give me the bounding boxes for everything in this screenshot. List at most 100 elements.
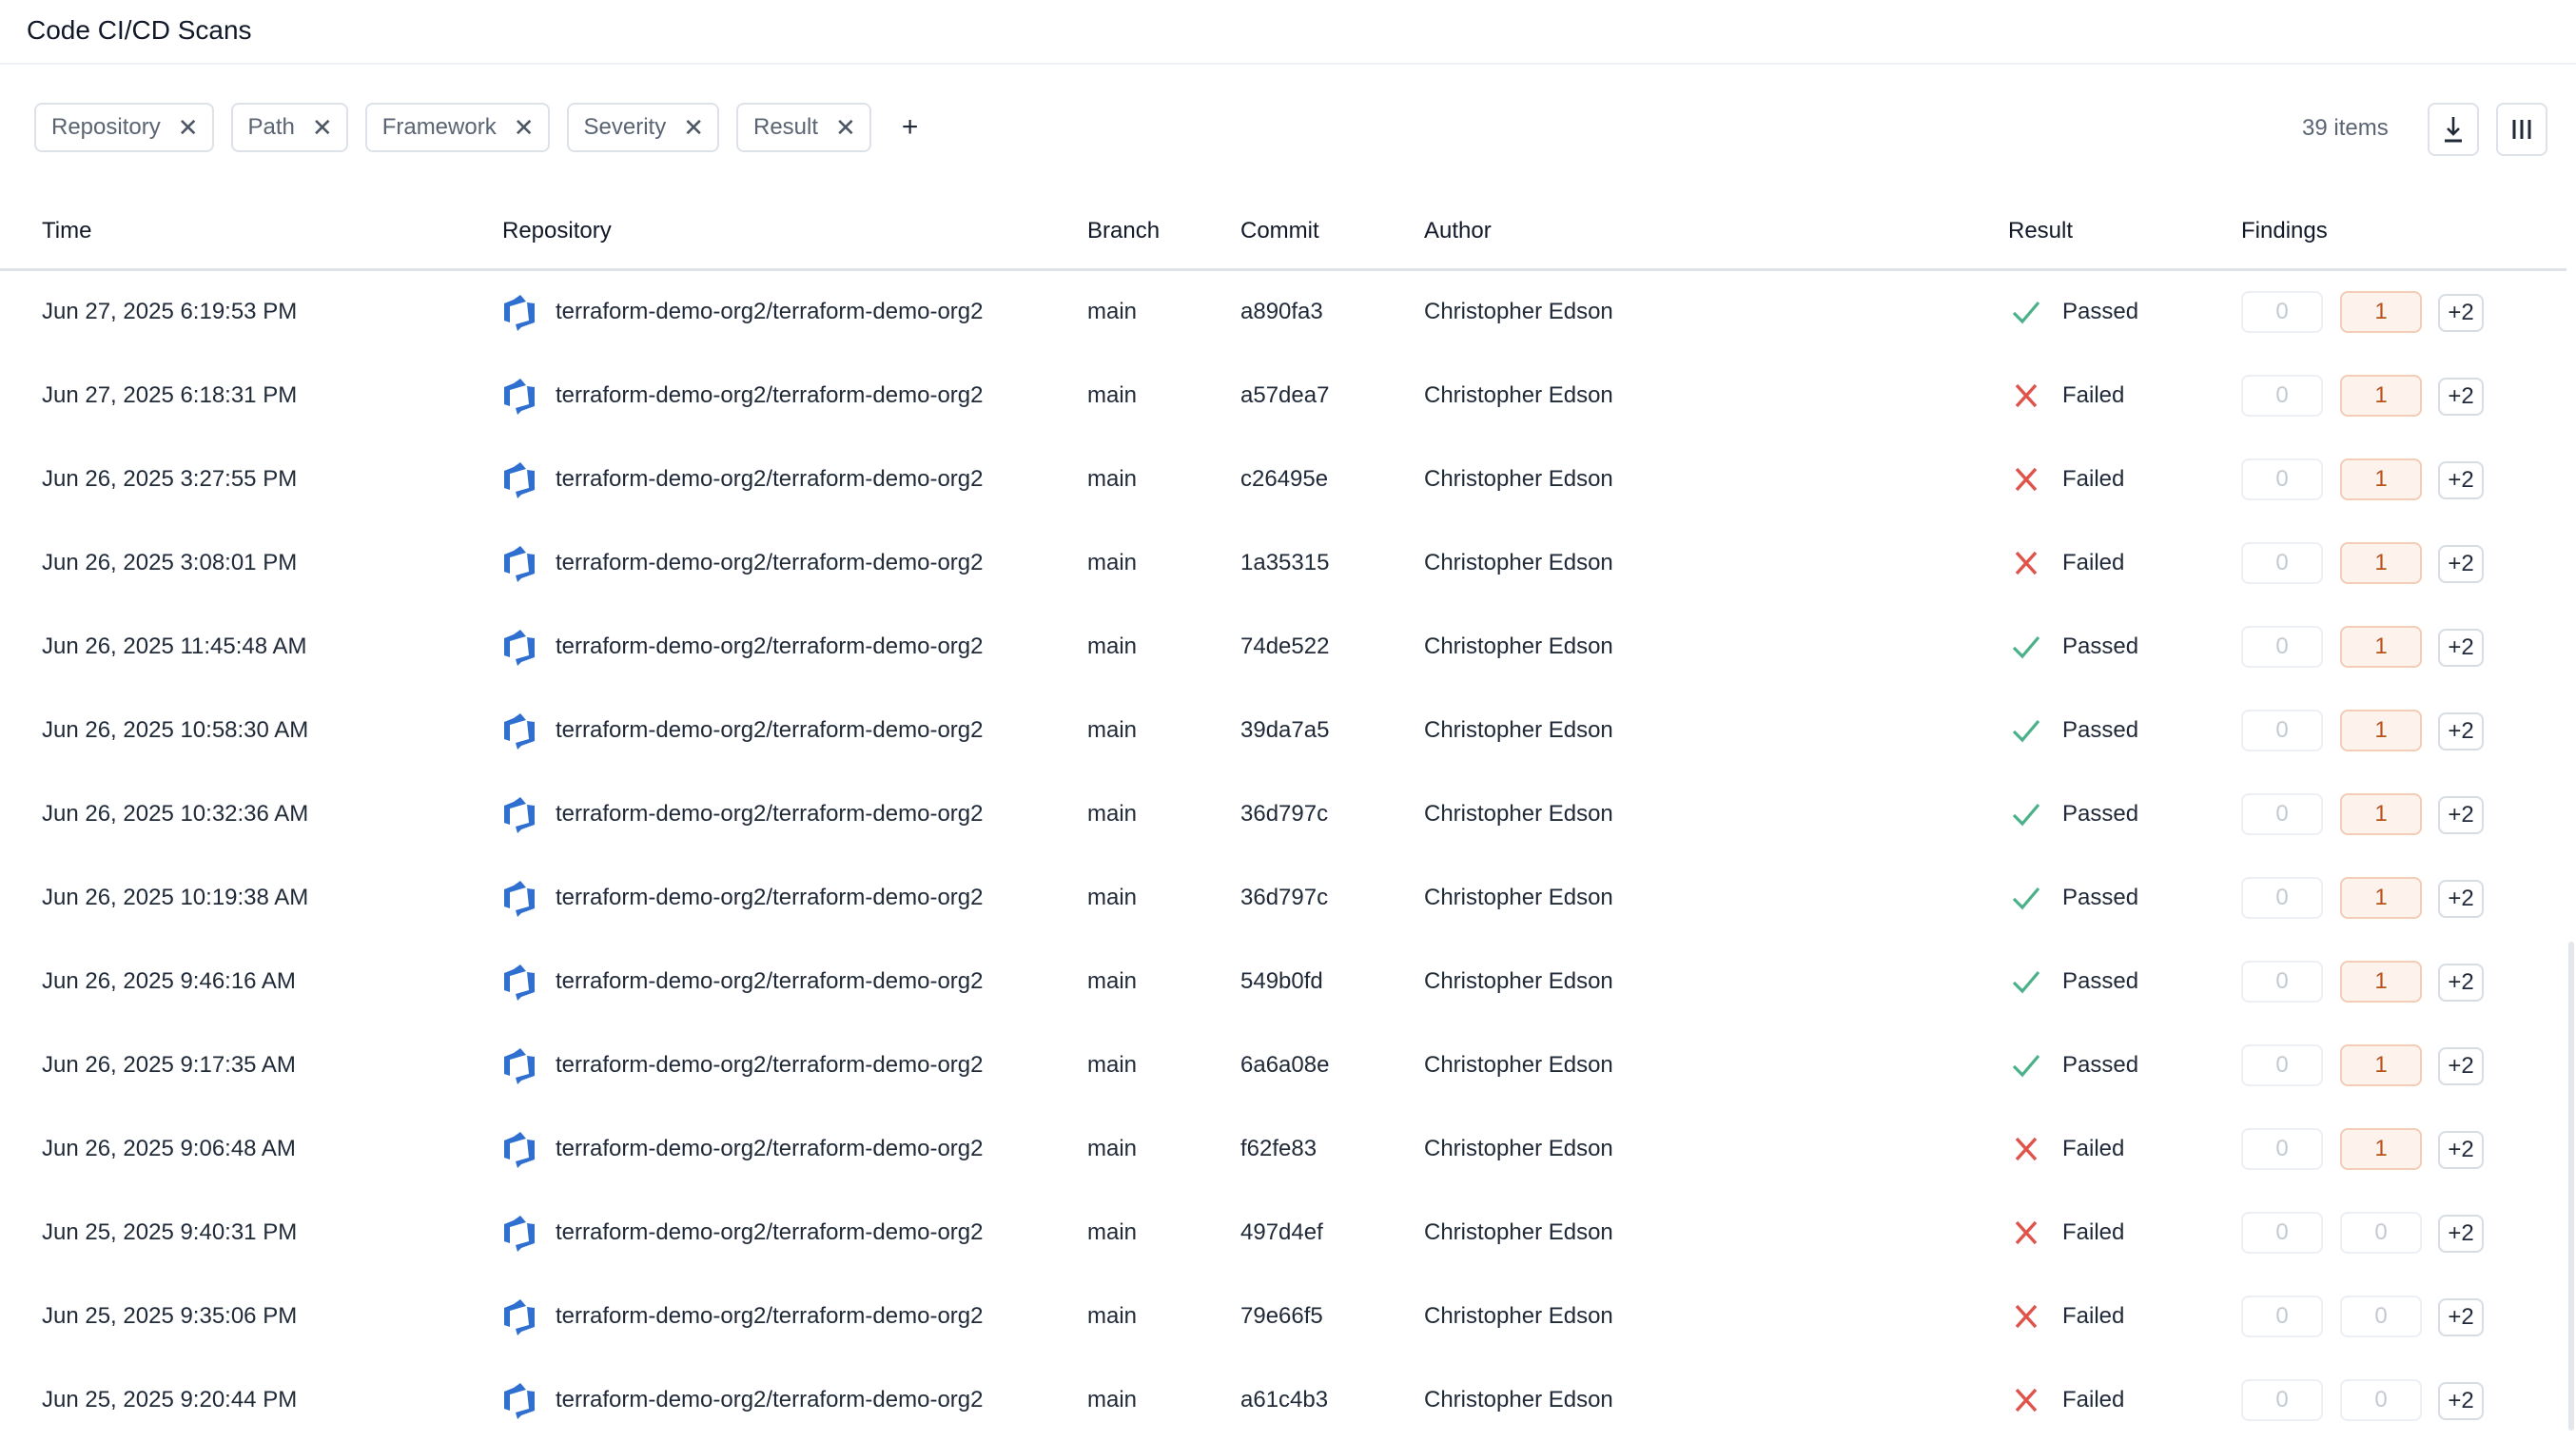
findings-more-badge[interactable]: +2: [2438, 461, 2484, 499]
findings-count-critical[interactable]: 0: [2241, 1296, 2323, 1337]
cell-commit[interactable]: 39da7a5: [1240, 717, 1330, 743]
findings-count-critical[interactable]: 0: [2241, 1044, 2323, 1086]
findings-count-critical[interactable]: 0: [2241, 375, 2323, 417]
table-row[interactable]: Jun 26, 2025 10:19:38 AM terraform-demo-…: [0, 856, 2559, 940]
cell-commit[interactable]: f62fe83: [1240, 1136, 1317, 1161]
close-icon[interactable]: ✕: [311, 113, 333, 142]
findings-count-high[interactable]: 1: [2340, 1044, 2422, 1086]
findings-count-critical[interactable]: 0: [2241, 458, 2323, 500]
findings-more-badge[interactable]: +2: [2438, 964, 2484, 1002]
cell-commit[interactable]: c26495e: [1240, 466, 1329, 492]
findings-more-badge[interactable]: +2: [2438, 294, 2484, 332]
findings-more-badge[interactable]: +2: [2438, 796, 2484, 834]
table-row[interactable]: Jun 26, 2025 9:46:16 AM terraform-demo-o…: [0, 940, 2559, 1023]
cell-repository[interactable]: terraform-demo-org2/terraform-demo-org2: [556, 1052, 984, 1078]
findings-more-badge[interactable]: +2: [2438, 712, 2484, 750]
findings-count-high[interactable]: 1: [2340, 1128, 2422, 1170]
cell-commit[interactable]: 79e66f5: [1240, 1303, 1323, 1329]
column-header-time[interactable]: Time: [42, 218, 92, 244]
table-row[interactable]: Jun 26, 2025 9:06:48 AM terraform-demo-o…: [0, 1107, 2559, 1191]
column-header-result[interactable]: Result: [2008, 218, 2074, 244]
cell-repository[interactable]: terraform-demo-org2/terraform-demo-org2: [556, 801, 984, 827]
filter-chip-framework[interactable]: Framework ✕: [364, 103, 550, 152]
table-row[interactable]: Jun 26, 2025 3:27:55 PM terraform-demo-o…: [0, 438, 2559, 521]
findings-count-high[interactable]: 1: [2340, 375, 2422, 417]
cell-repository[interactable]: terraform-demo-org2/terraform-demo-org2: [556, 299, 984, 324]
cell-repository[interactable]: terraform-demo-org2/terraform-demo-org2: [556, 717, 984, 743]
cell-commit[interactable]: 549b0fd: [1240, 968, 1323, 994]
findings-count-high[interactable]: 0: [2340, 1379, 2422, 1421]
findings-more-badge[interactable]: +2: [2438, 1131, 2484, 1169]
findings-more-badge[interactable]: +2: [2438, 378, 2484, 416]
findings-count-high[interactable]: 0: [2340, 1212, 2422, 1254]
table-row[interactable]: Jun 25, 2025 9:35:06 PM terraform-demo-o…: [0, 1275, 2559, 1358]
table-row[interactable]: Jun 26, 2025 9:17:35 AM terraform-demo-o…: [0, 1023, 2559, 1107]
cell-repository[interactable]: terraform-demo-org2/terraform-demo-org2: [556, 550, 984, 575]
table-row[interactable]: Jun 26, 2025 10:32:36 AM terraform-demo-…: [0, 772, 2559, 856]
cell-commit[interactable]: 74de522: [1240, 633, 1330, 659]
findings-count-critical[interactable]: 0: [2241, 1128, 2323, 1170]
findings-more-badge[interactable]: +2: [2438, 629, 2484, 667]
filter-chip-severity[interactable]: Severity ✕: [566, 103, 719, 152]
table-row[interactable]: Jun 25, 2025 9:40:31 PM terraform-demo-o…: [0, 1191, 2559, 1275]
cell-repository[interactable]: terraform-demo-org2/terraform-demo-org2: [556, 1219, 984, 1245]
findings-count-critical[interactable]: 0: [2241, 710, 2323, 751]
cell-commit[interactable]: 1a35315: [1240, 550, 1330, 575]
close-icon[interactable]: ✕: [835, 113, 856, 142]
column-header-author[interactable]: Author: [1424, 218, 1492, 244]
findings-count-high[interactable]: 0: [2340, 1296, 2422, 1337]
findings-count-critical[interactable]: 0: [2241, 1379, 2323, 1421]
findings-count-critical[interactable]: 0: [2241, 877, 2323, 919]
close-icon[interactable]: ✕: [513, 113, 535, 142]
findings-count-critical[interactable]: 0: [2241, 793, 2323, 835]
findings-count-high[interactable]: 1: [2340, 793, 2422, 835]
findings-more-badge[interactable]: +2: [2438, 1298, 2484, 1336]
findings-count-critical[interactable]: 0: [2241, 961, 2323, 1003]
cell-commit[interactable]: 6a6a08e: [1240, 1052, 1330, 1078]
cell-commit[interactable]: a61c4b3: [1240, 1387, 1329, 1413]
table-row[interactable]: Jun 26, 2025 11:45:48 AM terraform-demo-…: [0, 605, 2559, 689]
cell-commit[interactable]: a57dea7: [1240, 382, 1330, 408]
findings-more-badge[interactable]: +2: [2438, 545, 2484, 583]
cell-repository[interactable]: terraform-demo-org2/terraform-demo-org2: [556, 1387, 984, 1413]
findings-count-critical[interactable]: 0: [2241, 291, 2323, 333]
columns-button[interactable]: [2496, 103, 2547, 156]
cell-repository[interactable]: terraform-demo-org2/terraform-demo-org2: [556, 1303, 984, 1329]
findings-count-high[interactable]: 1: [2340, 961, 2422, 1003]
cell-repository[interactable]: terraform-demo-org2/terraform-demo-org2: [556, 382, 984, 408]
table-row[interactable]: Jun 26, 2025 10:58:30 AM terraform-demo-…: [0, 689, 2559, 772]
findings-count-high[interactable]: 1: [2340, 291, 2422, 333]
findings-more-badge[interactable]: +2: [2438, 1047, 2484, 1085]
scrollbar[interactable]: [2568, 942, 2574, 1431]
filter-chip-path[interactable]: Path ✕: [230, 103, 348, 152]
cell-repository[interactable]: terraform-demo-org2/terraform-demo-org2: [556, 885, 984, 910]
findings-count-high[interactable]: 1: [2340, 710, 2422, 751]
cell-commit[interactable]: 36d797c: [1240, 885, 1329, 910]
column-header-repository[interactable]: Repository: [502, 218, 612, 244]
cell-repository[interactable]: terraform-demo-org2/terraform-demo-org2: [556, 968, 984, 994]
table-row[interactable]: Jun 27, 2025 6:19:53 PM terraform-demo-o…: [0, 270, 2559, 354]
findings-count-high[interactable]: 1: [2340, 542, 2422, 584]
filter-chip-repository[interactable]: Repository ✕: [34, 103, 214, 152]
findings-count-critical[interactable]: 0: [2241, 626, 2323, 668]
cell-repository[interactable]: terraform-demo-org2/terraform-demo-org2: [556, 633, 984, 659]
column-header-commit[interactable]: Commit: [1240, 218, 1319, 244]
cell-commit[interactable]: a890fa3: [1240, 299, 1323, 324]
findings-more-badge[interactable]: +2: [2438, 1382, 2484, 1420]
findings-count-critical[interactable]: 0: [2241, 542, 2323, 584]
findings-more-badge[interactable]: +2: [2438, 880, 2484, 918]
findings-count-high[interactable]: 1: [2340, 626, 2422, 668]
download-button[interactable]: [2428, 103, 2479, 156]
findings-count-critical[interactable]: 0: [2241, 1212, 2323, 1254]
findings-count-high[interactable]: 1: [2340, 458, 2422, 500]
close-icon[interactable]: ✕: [683, 113, 704, 142]
table-row[interactable]: Jun 26, 2025 3:08:01 PM terraform-demo-o…: [0, 521, 2559, 605]
cell-repository[interactable]: terraform-demo-org2/terraform-demo-org2: [556, 466, 984, 492]
filter-chip-result[interactable]: Result ✕: [736, 103, 871, 152]
column-header-findings[interactable]: Findings: [2241, 218, 2328, 244]
close-icon[interactable]: ✕: [177, 113, 199, 142]
column-header-branch[interactable]: Branch: [1087, 218, 1161, 244]
cell-commit[interactable]: 36d797c: [1240, 801, 1329, 827]
table-row[interactable]: Jun 27, 2025 6:18:31 PM terraform-demo-o…: [0, 354, 2559, 438]
findings-more-badge[interactable]: +2: [2438, 1215, 2484, 1253]
